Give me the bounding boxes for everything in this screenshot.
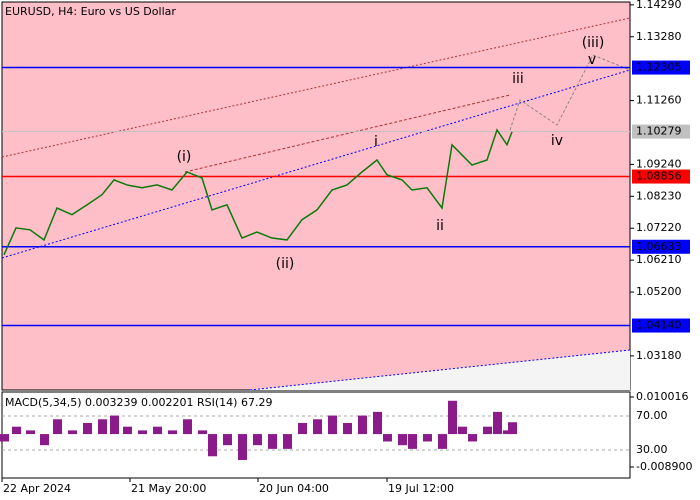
level-tag bbox=[632, 169, 690, 184]
level-tag bbox=[632, 60, 690, 75]
projection bbox=[509, 54, 631, 131]
macd-bar bbox=[483, 426, 492, 435]
macd-bar bbox=[508, 422, 517, 435]
y-tick-label: 1.03180 bbox=[636, 349, 682, 362]
macd-bar bbox=[0, 434, 9, 442]
level-tag bbox=[632, 318, 690, 333]
x-tick-label: 22 Apr 2024 bbox=[3, 482, 71, 495]
macd-bar bbox=[438, 434, 447, 449]
y-tick-label: 1.08230 bbox=[636, 189, 682, 202]
macd-bar bbox=[183, 419, 192, 435]
macd-bar bbox=[408, 434, 417, 449]
wave-line bbox=[184, 94, 511, 173]
level-label: 1.08856 bbox=[636, 170, 682, 183]
macd-bar bbox=[468, 434, 477, 442]
macd-bar bbox=[26, 430, 35, 435]
wave-label: ii bbox=[436, 218, 444, 234]
wave-label: v bbox=[588, 52, 596, 68]
y2-tick-label: 70.00 bbox=[636, 409, 668, 422]
macd-bar bbox=[423, 434, 432, 442]
y-tick-label: 1.09240 bbox=[636, 157, 682, 170]
wave-label: iii bbox=[512, 71, 524, 87]
y-tick-label: 1.14290 bbox=[636, 0, 682, 11]
macd-bar bbox=[298, 422, 307, 435]
level-tag bbox=[632, 239, 690, 254]
channel-mid bbox=[1, 69, 631, 259]
macd-bar bbox=[168, 430, 177, 435]
macd-bar bbox=[398, 434, 407, 446]
macd-bar bbox=[448, 400, 457, 435]
y-tick-label: 1.06210 bbox=[636, 253, 682, 266]
macd-bar bbox=[268, 434, 277, 449]
macd-bar bbox=[238, 434, 247, 460]
wave-label: (ii) bbox=[276, 256, 295, 272]
y2-tick-label: 30.00 bbox=[636, 443, 668, 456]
x-tick-label: 20 Jun 04:00 bbox=[259, 482, 329, 495]
indicator-panel bbox=[1, 391, 631, 479]
macd-bar bbox=[53, 419, 62, 435]
y-tick-label: 1.13280 bbox=[636, 30, 682, 43]
macd-bar bbox=[12, 426, 21, 435]
macd-bar bbox=[283, 434, 292, 449]
macd-bar bbox=[313, 419, 322, 435]
macd-bar bbox=[208, 434, 217, 457]
macd-bar bbox=[458, 426, 467, 435]
macd-bar bbox=[343, 422, 352, 435]
x-tick-label: 21 May 20:00 bbox=[131, 482, 206, 495]
macd-bar bbox=[153, 426, 162, 435]
channel-top bbox=[1, 17, 631, 158]
macd-bar bbox=[198, 430, 207, 435]
wave-label: (i) bbox=[177, 149, 192, 165]
chart-title: EURUSD, H4: Euro vs US Dollar bbox=[5, 5, 176, 18]
wave-label: iv bbox=[551, 133, 563, 149]
macd-bar bbox=[503, 430, 512, 435]
macd-bar bbox=[223, 434, 232, 446]
price-line bbox=[3, 128, 513, 256]
level-tag bbox=[632, 124, 690, 139]
x-tick-label: 19 Jul 12:00 bbox=[388, 482, 454, 495]
macd-bar bbox=[110, 415, 119, 435]
macd-bar bbox=[138, 430, 147, 435]
wave-label: i bbox=[374, 134, 378, 150]
macd-bar bbox=[383, 434, 392, 442]
indicator-title: MACD(5,34,5) 0.003239 0.002201 RSI(14) 6… bbox=[5, 396, 272, 409]
macd-bar bbox=[98, 419, 107, 435]
level-label: 1.10279 bbox=[636, 125, 682, 138]
macd-bar bbox=[493, 411, 502, 435]
macd-bar bbox=[40, 434, 49, 446]
level-label: 1.06633 bbox=[636, 240, 682, 253]
y-tick-label: 0.010016 bbox=[636, 390, 689, 403]
macd-bar bbox=[373, 411, 382, 435]
y-tick-label: 1.07220 bbox=[636, 221, 682, 234]
level-label: 1.12305 bbox=[636, 61, 682, 74]
macd-bar bbox=[358, 415, 367, 435]
y-tick-label: 1.11260 bbox=[636, 94, 682, 107]
y-tick-label: 1.05200 bbox=[636, 285, 682, 298]
macd-bar bbox=[68, 430, 77, 435]
macd-bar bbox=[123, 426, 132, 435]
price-panel bbox=[1, 1, 631, 391]
y-tick-label: -0.008900 bbox=[636, 460, 692, 473]
wave-label: (iii) bbox=[582, 35, 605, 51]
macd-bar bbox=[83, 422, 92, 435]
macd-bar bbox=[253, 434, 262, 446]
level-label: 1.04140 bbox=[636, 319, 682, 332]
macd-bar bbox=[328, 415, 337, 435]
lower-shade bbox=[250, 350, 630, 390]
